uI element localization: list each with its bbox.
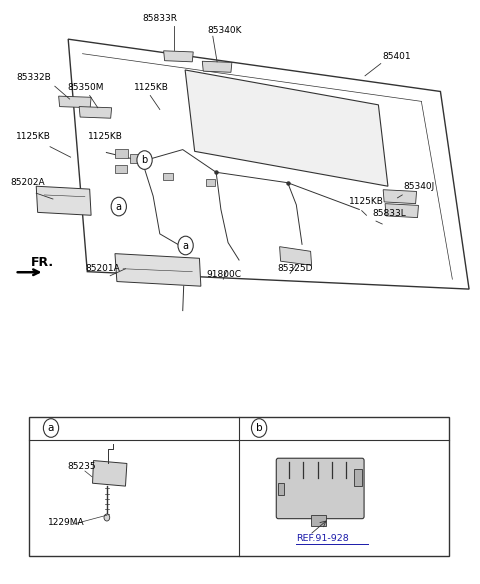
Bar	[311, 515, 326, 526]
Text: 85202A: 85202A	[10, 178, 45, 187]
Text: 85833L: 85833L	[372, 209, 407, 218]
Text: 91800C: 91800C	[206, 270, 241, 279]
Circle shape	[137, 151, 152, 169]
Polygon shape	[385, 204, 419, 218]
Text: 1125KB: 1125KB	[134, 83, 169, 92]
Text: 1125KB: 1125KB	[349, 197, 384, 206]
Polygon shape	[383, 190, 417, 204]
Circle shape	[104, 514, 110, 521]
Text: 85340J: 85340J	[404, 182, 435, 191]
Text: 1125KB: 1125KB	[16, 132, 50, 141]
Bar	[115, 149, 128, 158]
Polygon shape	[115, 253, 201, 286]
Text: REF.91-928: REF.91-928	[296, 534, 349, 543]
Text: 85325D: 85325D	[277, 265, 313, 273]
Text: b: b	[142, 155, 148, 165]
Text: 85235: 85235	[67, 462, 96, 471]
Bar	[29, 417, 449, 557]
Bar	[354, 470, 362, 485]
Bar	[115, 165, 127, 173]
Polygon shape	[59, 96, 91, 108]
Circle shape	[178, 236, 193, 255]
Polygon shape	[79, 107, 112, 118]
Text: b: b	[256, 423, 263, 433]
Circle shape	[252, 419, 267, 437]
Circle shape	[111, 197, 126, 216]
Text: 85350M: 85350M	[67, 83, 104, 92]
Bar	[205, 179, 215, 186]
Text: 1125KB: 1125KB	[88, 132, 123, 141]
Text: 85340K: 85340K	[207, 26, 242, 34]
Text: 85201A: 85201A	[85, 265, 120, 273]
Text: 85332B: 85332B	[17, 72, 51, 82]
Circle shape	[43, 419, 59, 437]
Text: 1229MA: 1229MA	[48, 518, 85, 527]
Text: 85401: 85401	[382, 51, 411, 61]
Text: a: a	[182, 241, 189, 251]
Polygon shape	[280, 246, 312, 265]
Bar	[278, 482, 284, 495]
Text: a: a	[116, 201, 122, 211]
Polygon shape	[93, 461, 127, 486]
Polygon shape	[185, 70, 388, 186]
Bar	[130, 154, 141, 163]
Text: 85833R: 85833R	[142, 14, 177, 23]
Bar	[163, 173, 173, 180]
Text: FR.: FR.	[31, 256, 54, 269]
FancyBboxPatch shape	[276, 458, 364, 519]
Polygon shape	[202, 61, 232, 72]
Text: a: a	[48, 423, 54, 433]
Polygon shape	[164, 51, 193, 62]
Polygon shape	[36, 186, 91, 215]
